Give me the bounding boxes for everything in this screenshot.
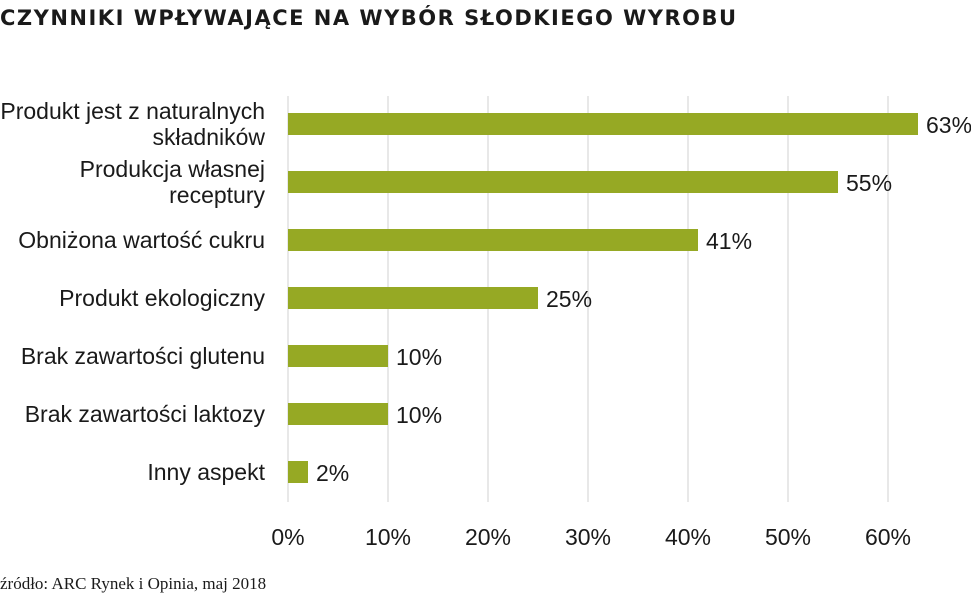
value-label: 63%	[926, 112, 971, 138]
value-label: 55%	[846, 170, 892, 196]
value-label: 2%	[316, 460, 349, 486]
x-tick-label: 0%	[271, 524, 304, 550]
source-note: źródło: ARC Rynek i Opinia, maj 2018	[0, 574, 267, 593]
bar	[288, 461, 308, 483]
category-label: Produkcja własnej	[80, 156, 265, 182]
x-axis-ticks: 0% 10% 20% 30% 40% 50% 60%	[271, 524, 911, 550]
bars	[288, 113, 918, 483]
bar	[288, 345, 388, 367]
value-labels: 63% 55% 41% 25% 10% 10% 2%	[316, 112, 971, 486]
category-label: Obniżona wartość cukru	[18, 227, 265, 253]
bar	[288, 229, 698, 251]
chart-title: CZYNNIKI WPŁYWAJĄCE NA WYBÓR SŁODKIEGO W…	[0, 6, 738, 30]
x-tick-label: 60%	[865, 524, 911, 550]
category-label: składników	[153, 124, 266, 150]
x-tick-label: 40%	[665, 524, 711, 550]
x-tick-label: 50%	[765, 524, 811, 550]
bar	[288, 113, 918, 135]
bar	[288, 287, 538, 309]
x-tick-label: 20%	[465, 524, 511, 550]
category-label: Produkt ekologiczny	[59, 285, 265, 311]
category-label: Produkt jest z naturalnych	[0, 98, 265, 124]
value-label: 41%	[706, 228, 752, 254]
category-label: Brak zawartości laktozy	[25, 401, 266, 427]
value-label: 10%	[396, 344, 442, 370]
category-label: Inny aspekt	[147, 459, 265, 485]
category-label: receptury	[169, 182, 265, 208]
value-label: 25%	[546, 286, 592, 312]
value-label: 10%	[396, 402, 442, 428]
x-tick-label: 10%	[365, 524, 411, 550]
bar	[288, 403, 388, 425]
category-label: Brak zawartości glutenu	[21, 343, 265, 369]
bar	[288, 171, 838, 193]
x-tick-label: 30%	[565, 524, 611, 550]
